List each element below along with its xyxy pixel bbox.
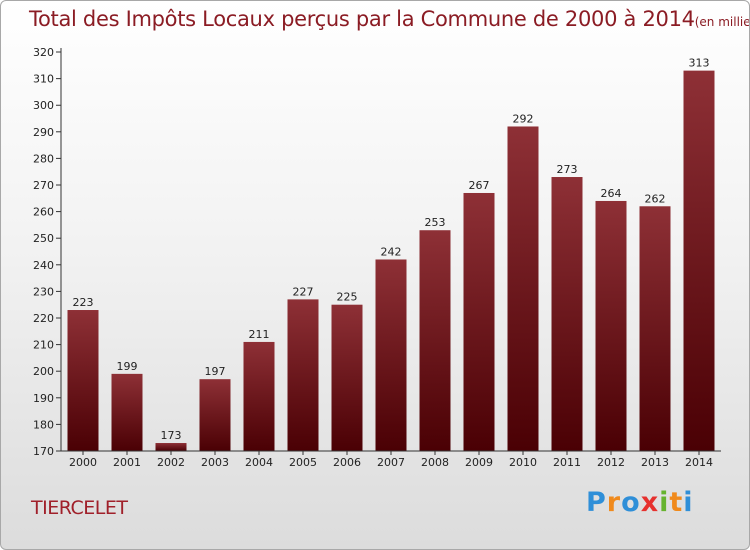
- data-label-2000: 223: [73, 296, 94, 309]
- x-tick-label-2004: 2004: [245, 456, 273, 469]
- data-label-2005: 227: [293, 285, 314, 298]
- data-label-2009: 267: [469, 179, 490, 192]
- y-tick-label: 300: [33, 99, 54, 112]
- y-tick-label: 200: [33, 365, 54, 378]
- bar-2008: [419, 230, 451, 451]
- data-label-2006: 225: [337, 291, 358, 304]
- y-tick-label: 260: [33, 206, 54, 219]
- y-tick-label: 270: [33, 179, 54, 192]
- data-label-2003: 197: [205, 365, 226, 378]
- y-tick-label: 240: [33, 259, 54, 272]
- bar-2014: [683, 70, 715, 452]
- data-label-2010: 292: [513, 112, 534, 125]
- x-tick-label-2000: 2000: [69, 456, 97, 469]
- logo-letter: i: [683, 487, 694, 518]
- chart-title-unit: (en milliers d'€): [694, 15, 750, 29]
- data-label-2011: 273: [557, 163, 578, 176]
- y-tick-label: 230: [33, 285, 54, 298]
- x-tick-label-2003: 2003: [201, 456, 229, 469]
- bar-2001: [111, 373, 143, 451]
- y-tick-label: 290: [33, 126, 54, 139]
- bar-2004: [243, 341, 275, 451]
- x-tick-label-2001: 2001: [113, 456, 141, 469]
- data-label-2008: 253: [425, 216, 446, 229]
- x-tick-label-2009: 2009: [465, 456, 493, 469]
- data-label-2013: 262: [645, 192, 666, 205]
- logo-letter: x: [640, 487, 660, 518]
- data-label-2007: 242: [381, 245, 402, 258]
- bar-2007: [375, 259, 407, 451]
- bar-2006: [331, 304, 363, 451]
- logo-letter: t: [669, 487, 684, 518]
- data-label-2001: 199: [117, 360, 138, 373]
- x-axis: 2000 2001 2002 2003 2004 2005 2006 2007 2008 2009…: [61, 450, 721, 469]
- bar-2009: [463, 192, 495, 452]
- bar-2000: [67, 310, 99, 451]
- y-tick-label: 190: [33, 392, 54, 405]
- x-tick-label-2010: 2010: [509, 456, 537, 469]
- y-tick-label: 250: [33, 232, 54, 245]
- y-tick-label: 210: [33, 339, 54, 352]
- logo-letter: o: [621, 487, 641, 518]
- commune-name: TIERCELET: [31, 497, 128, 519]
- y-axis: 170 180 190 200 210 220 230 240 250 260 270 280 290 3…: [33, 46, 62, 458]
- x-tick-label-2008: 2008: [421, 456, 449, 469]
- y-tick-label: 310: [33, 73, 54, 86]
- bar-2003: [199, 379, 231, 451]
- chart-title-main: Total des Impôts Locaux perçus par la Co…: [29, 7, 695, 31]
- bar-2011: [551, 177, 583, 451]
- y-tick-label: 180: [33, 418, 54, 431]
- bar-2013: [639, 206, 671, 451]
- data-label-2012: 264: [601, 187, 622, 200]
- logo-letter: r: [606, 487, 622, 518]
- data-label-2002: 173: [161, 429, 182, 442]
- y-tick-label: 220: [33, 312, 54, 325]
- data-label-2014: 313: [689, 57, 710, 70]
- x-tick-label-2011: 2011: [553, 456, 581, 469]
- chart-title: Total des Impôts Locaux perçus par la Co…: [29, 7, 750, 31]
- bars: 223 199 173 197 211 227 225 242 253 267 292 273 264 2…: [67, 57, 715, 452]
- data-label-2004: 211: [249, 328, 270, 341]
- bar-2002: [155, 443, 187, 451]
- x-tick-label-2012: 2012: [597, 456, 625, 469]
- proxiti-logo[interactable]: Proxiti: [586, 487, 694, 518]
- bar-2005: [287, 299, 319, 451]
- x-tick-label-2005: 2005: [289, 456, 317, 469]
- bar-2012: [595, 200, 627, 451]
- x-tick-label-2006: 2006: [333, 456, 361, 469]
- logo-letter: i: [659, 487, 670, 518]
- y-tick-label: 170: [33, 445, 54, 458]
- y-tick-label: 320: [33, 46, 54, 59]
- x-tick-label-2013: 2013: [641, 456, 669, 469]
- y-tick-label: 280: [33, 152, 54, 165]
- x-tick-label-2014: 2014: [685, 456, 713, 469]
- bar-2010: [507, 126, 539, 451]
- x-tick-label-2002: 2002: [157, 456, 185, 469]
- logo-letter: P: [586, 487, 607, 518]
- x-tick-label-2007: 2007: [377, 456, 405, 469]
